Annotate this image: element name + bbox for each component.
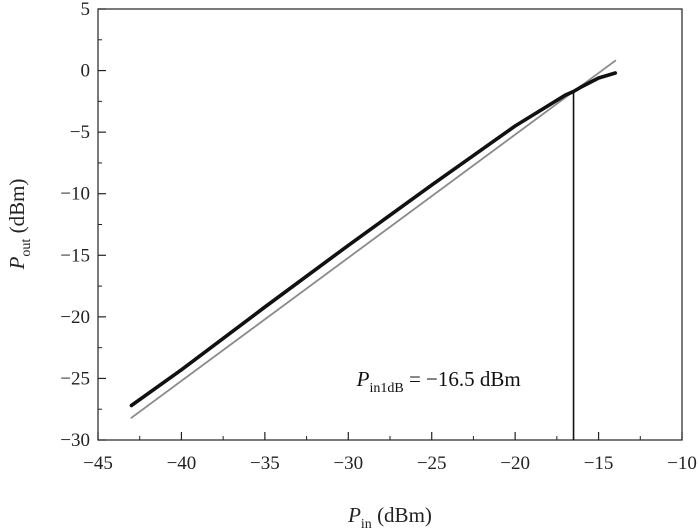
- linear-reference-line: [130, 59, 617, 419]
- y-axis-title: Pout (dBm): [5, 179, 34, 271]
- x-tick-label: −15: [584, 453, 614, 474]
- x-tick-label: −40: [167, 453, 197, 474]
- x-tick-label: −20: [500, 453, 530, 474]
- x-tick-label: −45: [83, 453, 113, 474]
- y-tick-label: −20: [60, 307, 90, 328]
- y-axis-symbol: P: [5, 256, 29, 270]
- y-tick-label: −15: [60, 245, 90, 266]
- annotation-symbol: P: [356, 367, 370, 391]
- series-group: [129, 59, 618, 419]
- annotation-subscript: in1dB: [369, 381, 403, 396]
- y-tick-label: 5: [81, 0, 91, 20]
- x-tick-label: −35: [250, 453, 280, 474]
- y-tick-label: −10: [60, 184, 90, 205]
- x-axis-subscript: in: [361, 517, 372, 530]
- x-tick-label: −10: [667, 453, 697, 474]
- plot-frame: [97, 8, 683, 441]
- p1db-annotation: Pin1dB = −16.5 dBm: [356, 367, 521, 396]
- y-axis-subscript: out: [19, 239, 34, 257]
- x-tick-label: −25: [417, 453, 447, 474]
- x-axis-symbol: P: [347, 503, 361, 527]
- annotation-value: = −16.5 dBm: [404, 367, 521, 391]
- x-tick-label: −30: [333, 453, 363, 474]
- x-axis-title: Pin (dBm): [347, 503, 432, 530]
- y-tick-label: −5: [70, 122, 90, 143]
- y-tick-label: −25: [60, 368, 90, 389]
- pout-curve: [129, 71, 618, 408]
- tick-group: −45 −40 −35 −30 −25 −20 −15 −10 −30 −25 −20 −15 −10 −…: [60, 0, 697, 474]
- x-axis-unit: (dBm): [372, 503, 432, 527]
- y-axis-unit: (dBm): [5, 179, 29, 239]
- y-tick-label: −30: [60, 430, 90, 451]
- y-tick-label: 0: [81, 61, 91, 82]
